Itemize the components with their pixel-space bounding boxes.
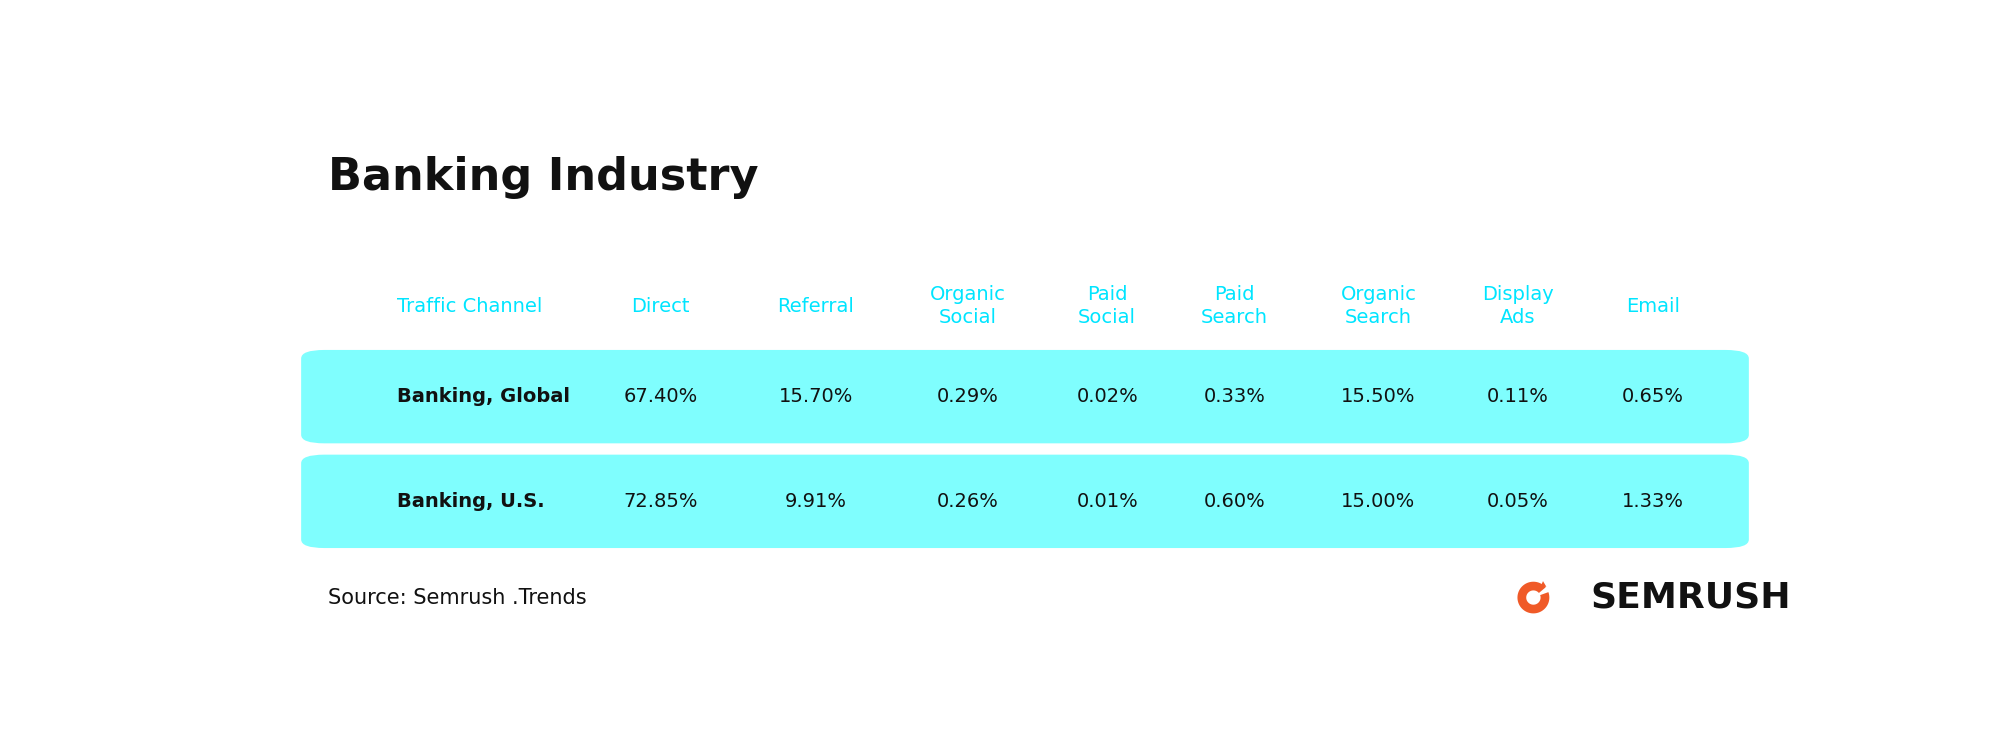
Text: Organic
Social: Organic Social [930,285,1006,327]
Text: 15.00%: 15.00% [1342,492,1416,511]
Text: 72.85%: 72.85% [624,492,698,511]
Text: Direct: Direct [632,297,690,315]
Text: 15.50%: 15.50% [1342,387,1416,406]
Text: Source: Semrush .Trends: Source: Semrush .Trends [328,587,586,608]
Text: 0.05%: 0.05% [1486,492,1548,511]
Text: 0.26%: 0.26% [936,492,998,511]
FancyBboxPatch shape [302,350,1748,443]
Text: 0.33%: 0.33% [1204,387,1266,406]
Text: 0.29%: 0.29% [936,387,998,406]
Text: 67.40%: 67.40% [624,387,698,406]
Text: Banking Industry: Banking Industry [328,156,758,199]
Text: Paid
Social: Paid Social [1078,285,1136,327]
FancyBboxPatch shape [302,455,1748,548]
Text: Banking, U.S.: Banking, U.S. [398,492,544,511]
Text: Email: Email [1626,297,1680,315]
PathPatch shape [1518,581,1550,614]
Text: 1.33%: 1.33% [1622,492,1684,511]
Text: Traffic Channel: Traffic Channel [398,297,542,315]
Text: 0.01%: 0.01% [1076,492,1138,511]
PathPatch shape [1540,581,1546,587]
Text: Banking, Global: Banking, Global [398,387,570,406]
Text: 0.60%: 0.60% [1204,492,1266,511]
Text: Display
Ads: Display Ads [1482,285,1554,327]
Text: Organic
Search: Organic Search [1340,285,1416,327]
Text: 0.02%: 0.02% [1076,387,1138,406]
Text: 15.70%: 15.70% [778,387,852,406]
Text: SEMRUSH: SEMRUSH [1590,581,1792,614]
Text: 0.65%: 0.65% [1622,387,1684,406]
Text: 9.91%: 9.91% [784,492,846,511]
Text: 0.11%: 0.11% [1486,387,1548,406]
Text: Paid
Search: Paid Search [1200,285,1268,327]
Text: Referral: Referral [778,297,854,315]
